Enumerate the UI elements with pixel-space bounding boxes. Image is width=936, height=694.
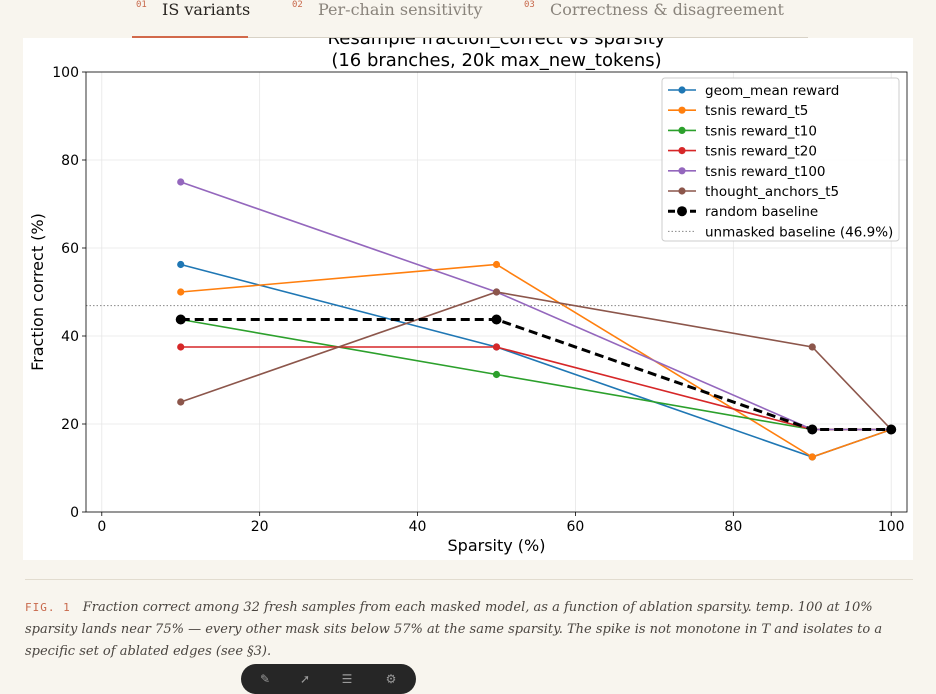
- sliders-icon[interactable]: ☰: [341, 672, 353, 686]
- data-point: [177, 398, 185, 406]
- plot-area: [85, 71, 908, 513]
- data-point: [808, 343, 816, 351]
- legend-marker: [678, 187, 686, 195]
- legend-box: [661, 77, 900, 242]
- legend-label: unmasked baseline (46.9%): [705, 224, 893, 240]
- figure-caption: FIG. 1 Fraction correct among 32 fresh sa…: [25, 597, 905, 663]
- data-point: [492, 260, 501, 269]
- data-point: [177, 260, 185, 269]
- active-tab-indicator: [132, 36, 248, 38]
- data-point: [175, 314, 186, 325]
- tab-label: Per-chain sensitivity: [318, 0, 483, 19]
- y-tick-label: 60: [61, 241, 79, 257]
- y-tick-label: 80: [61, 153, 79, 169]
- data-point: [492, 370, 501, 379]
- data-point: [492, 288, 501, 296]
- x-tick-label: 0: [97, 519, 106, 535]
- legend-label: tsnis reward_t5: [705, 103, 808, 119]
- settings-icon[interactable]: ⚙: [385, 672, 397, 686]
- chart-figure: 0 20 40 60 80 100 0 20 40 60 80 100 Resample fracti…: [23, 38, 913, 560]
- data-point: [492, 343, 501, 351]
- y-tick-label: 20: [61, 417, 79, 433]
- chart-title: Resample fraction_correct vs sparsity: [328, 38, 666, 49]
- data-point: [177, 343, 185, 351]
- legend-label: geom_mean reward: [705, 83, 839, 99]
- pen-icon[interactable]: ✎: [259, 672, 271, 686]
- legend-label: thought_anchors_t5: [705, 184, 839, 200]
- y-tick-label: 100: [52, 65, 79, 81]
- data-point: [807, 424, 818, 435]
- legend-marker: [678, 147, 686, 155]
- tab-number: 02: [292, 0, 303, 10]
- x-tick-label: 80: [724, 519, 742, 535]
- data-point: [491, 314, 502, 325]
- axis-ticks: 0 20 40 60 80 100 0 20 40 60 80 100: [52, 65, 904, 535]
- legend-label: tsnis reward_t100: [705, 164, 826, 180]
- legend-label: tsnis reward_t20: [705, 144, 817, 160]
- pointer-icon[interactable]: ➚: [299, 672, 311, 686]
- x-tick-label: 100: [878, 519, 905, 535]
- legend-marker: [678, 86, 686, 94]
- legend-marker: [677, 206, 687, 217]
- floating-toolbar: ✎ ➚ ☰ ⚙: [241, 664, 416, 694]
- tab-label: IS variants: [162, 0, 251, 19]
- legend-marker: [678, 167, 686, 175]
- chart-subtitle: (16 branches, 20k max_new_tokens): [331, 50, 661, 71]
- y-tick-label: 40: [61, 329, 79, 345]
- caption-text: Fraction correct among 32 fresh samples …: [25, 600, 883, 659]
- tab-number: 03: [524, 0, 535, 10]
- legend-marker: [678, 126, 686, 134]
- tab-per-chain-sensitivity[interactable]: 02 Per-chain sensitivity: [290, 0, 490, 38]
- data-point: [177, 288, 185, 296]
- y-axis-label: Fraction correct (%): [28, 213, 47, 371]
- x-axis-label: Sparsity (%): [448, 536, 546, 555]
- y-tick-label: 0: [70, 505, 79, 521]
- tab-is-variants[interactable]: 01 IS variants: [134, 0, 251, 38]
- x-tick-label: 20: [251, 519, 269, 535]
- data-point: [808, 453, 816, 461]
- tab-number: 01: [136, 0, 147, 10]
- tab-bar: 01 IS variants 02 Per-chain sensitivity …: [0, 0, 936, 38]
- data-point: [886, 424, 897, 435]
- series-line: [180, 291, 892, 431]
- data-point: [177, 178, 185, 186]
- x-tick-label: 40: [409, 519, 427, 535]
- line-chart: 0 20 40 60 80 100 0 20 40 60 80 100 Resample fracti…: [28, 38, 908, 555]
- series-line: [180, 263, 892, 458]
- tab-divider: [248, 37, 808, 38]
- legend-label: tsnis reward_t10: [705, 123, 817, 139]
- figure-label: FIG. 1: [25, 601, 71, 614]
- tab-label: Correctness & disagreement: [550, 0, 784, 19]
- tab-correctness-disagreement[interactable]: 03 Correctness & disagreement: [522, 0, 784, 38]
- series-line: [180, 318, 892, 431]
- series-group: [175, 178, 897, 461]
- legend-marker: [678, 106, 686, 114]
- x-tick-label: 60: [567, 519, 585, 535]
- legend-label: random baseline: [705, 204, 818, 220]
- caption-divider: [25, 579, 913, 580]
